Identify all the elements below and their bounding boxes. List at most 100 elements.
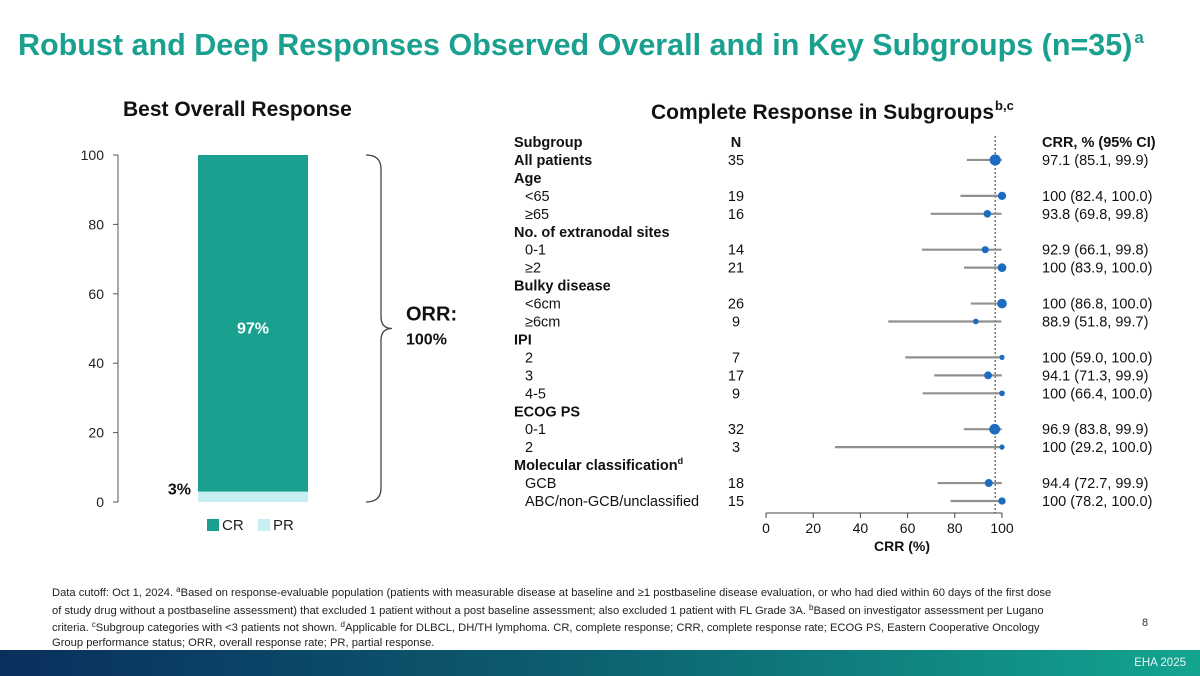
subgroup-label: ABC/non-GCB/unclassified (525, 494, 699, 510)
data-label-pr: 3% (168, 482, 191, 499)
subgroup-n: 7 (732, 350, 740, 366)
subgroup-category-label: IPI (514, 332, 532, 348)
page-number: 8 (1142, 617, 1149, 629)
subgroup-n: 14 (728, 243, 744, 259)
forest-plot-title-footnote-marker: b,c (995, 98, 1014, 113)
x-tick-label: 100 (990, 520, 1014, 536)
point-estimate (997, 263, 1007, 273)
footnote-marker: d (340, 620, 345, 630)
subgroup-label: 4-5 (525, 386, 546, 402)
subgroup-crr-ci: 92.9 (66.1, 99.8) (1042, 243, 1148, 259)
subgroup-crr-ci: 100 (78.2, 100.0) (1042, 494, 1152, 510)
subgroup-crr-ci: 100 (29.2, 100.0) (1042, 440, 1152, 456)
orr-brace (365, 154, 393, 503)
subgroup-label: 2 (525, 350, 533, 366)
point-estimate (997, 191, 1007, 200)
congress-label: EHA 2025 (1134, 657, 1186, 669)
subgroup-crr-ci: 88.9 (51.8, 99.7) (1042, 315, 1148, 331)
slide-title-footnote-marker: a (1134, 28, 1144, 47)
data-label-cr: 97% (237, 320, 269, 337)
y-tick-label: 20 (88, 425, 104, 441)
subgroup-n: 21 (728, 261, 744, 277)
subgroup-crr-ci: 100 (83.9, 100.0) (1042, 261, 1152, 277)
subgroup-label: <6cm (525, 297, 561, 313)
footnote-marker: b (809, 602, 814, 612)
bar-segment-pr (198, 491, 308, 502)
x-tick-label: 40 (853, 520, 869, 536)
bar-segment-cr (198, 155, 308, 492)
point-estimate (981, 246, 989, 254)
footnote-segment: Based on response-evaluable population (… (52, 587, 1052, 617)
point-estimate (999, 390, 1005, 397)
footnote-segment: Applicable for DLBCL, DH/TH lymphoma. CR… (52, 622, 1040, 649)
slide-title: Robust and Deep Responses Observed Overa… (18, 28, 1188, 63)
subgroup-category-label: Age (514, 171, 541, 187)
subgroup-n: 35 (728, 153, 744, 169)
x-tick-label: 0 (762, 520, 770, 536)
subgroup-crr-ci: 94.1 (71.3, 99.9) (1042, 368, 1148, 384)
subgroup-label: 0-1 (525, 243, 546, 259)
subgroup-n: 3 (732, 440, 740, 456)
bar-chart-title: Best Overall Response (123, 98, 352, 121)
subgroup-label: ≥6cm (525, 315, 560, 331)
column-header-subgroup: Subgroup (514, 135, 583, 151)
subgroup-n: 15 (728, 494, 744, 510)
y-tick-label: 100 (81, 147, 105, 163)
point-estimate (984, 479, 993, 488)
subgroup-label: ≥65 (525, 207, 549, 223)
subgroup-n: 9 (732, 386, 740, 402)
legend-label-pr: PR (273, 517, 294, 534)
subgroup-crr-ci: 96.9 (83.8, 99.9) (1042, 422, 1148, 438)
footnote-marker: c (91, 620, 96, 630)
legend-swatch-pr (258, 519, 270, 531)
point-estimate (989, 154, 1001, 166)
subgroup-crr-ci: 100 (86.8, 100.0) (1042, 297, 1152, 313)
footnote-segment: Subgroup categories with <3 patients not… (95, 622, 341, 635)
subgroup-crr-ci: 100 (66.4, 100.0) (1042, 386, 1152, 402)
subgroup-n: 18 (728, 476, 744, 492)
orr-value: 100% (406, 332, 447, 349)
subgroup-n: 26 (728, 297, 744, 313)
subgroup-crr-ci: 97.1 (85.1, 99.9) (1042, 153, 1148, 169)
forest-plot-title: Complete Response in Subgroupsb,c (651, 98, 1014, 125)
point-estimate (984, 371, 992, 380)
subgroup-label: All patients (514, 153, 592, 169)
best-overall-response-chart: 0 20 40 60 80 100 97% 3% ORR: 100% CR PR (81, 147, 457, 534)
subgroup-n: 16 (728, 207, 744, 223)
subgroup-crr-ci: 100 (82.4, 100.0) (1042, 189, 1152, 205)
subgroup-label: 2 (525, 440, 533, 456)
x-tick-label: 60 (900, 520, 916, 536)
subgroup-crr-ci: 100 (59.0, 100.0) (1042, 350, 1152, 366)
x-tick-label: 20 (805, 520, 821, 536)
column-header-crr: CRR, % (95% CI) (1042, 135, 1156, 151)
subgroup-category-label: No. of extranodal sites (514, 225, 670, 241)
footnote-segment: Data cutoff: Oct 1, 2024. (52, 587, 177, 599)
y-tick-label: 0 (96, 494, 104, 510)
slide-title-text: Robust and Deep Responses Observed Overa… (18, 28, 1133, 62)
subgroup-category-label: Bulky disease (514, 279, 611, 295)
orr-label: ORR: (406, 304, 457, 326)
point-estimate (983, 210, 992, 218)
y-tick-label: 40 (88, 355, 104, 371)
subgroup-label: 0-1 (525, 422, 546, 438)
y-tick-label: 80 (88, 216, 104, 232)
subgroup-n: 32 (728, 422, 744, 438)
subgroup-n: 17 (728, 368, 744, 384)
subgroup-label: GCB (525, 476, 556, 492)
point-estimate (998, 497, 1006, 505)
subgroup-category-label: ECOG PS (514, 404, 580, 420)
subgroup-crr-ci: 93.8 (69.8, 99.8) (1042, 207, 1148, 223)
point-estimate (997, 298, 1007, 309)
forest-plot-title-text: Complete Response in Subgroups (651, 101, 995, 124)
x-axis-title: CRR (%) (874, 538, 930, 554)
subgroup-n: 9 (732, 315, 740, 331)
point-estimate (989, 423, 1001, 435)
y-tick-label: 60 (88, 286, 104, 302)
footnote-segment: Based on investigator assessment per Lug… (52, 604, 1044, 635)
legend-swatch-cr (207, 519, 219, 531)
legend-label-cr: CR (222, 517, 244, 534)
complete-response-forest-plot: Subgroup N CRR, % (95% CI)All patients 35 97… (514, 135, 1156, 554)
point-estimate (999, 354, 1005, 360)
subgroup-label: 3 (525, 368, 533, 384)
subgroup-n: 19 (728, 189, 744, 205)
